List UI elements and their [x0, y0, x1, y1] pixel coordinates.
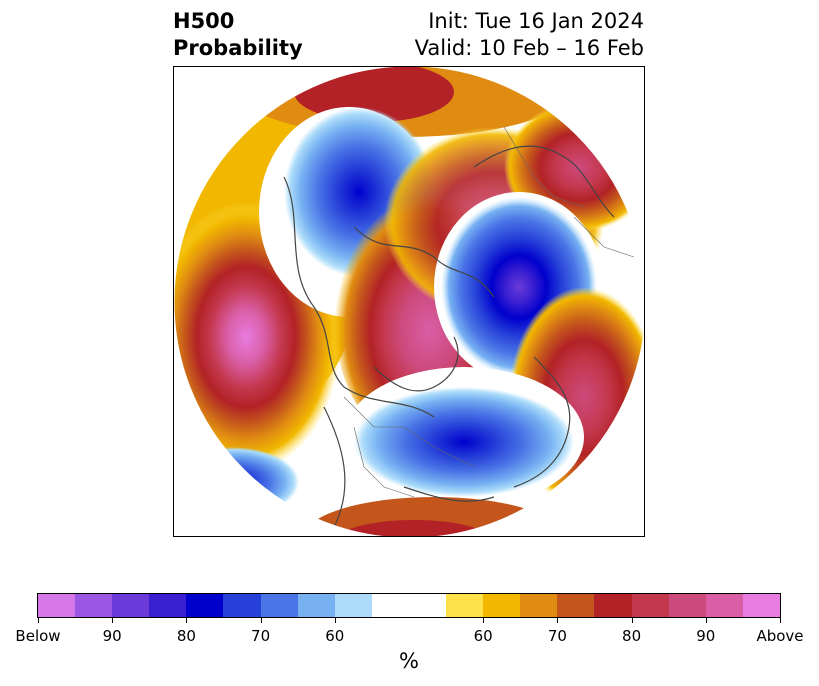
title-right: Init: Tue 16 Jan 2024 Valid: 10 Feb – 16…	[415, 8, 644, 62]
colorbar-tick-label: Above	[756, 627, 804, 645]
colorbar-segment-above	[446, 594, 484, 617]
colorbar-segment-above	[631, 594, 669, 617]
colorbar-segment-below	[75, 594, 113, 617]
colorbar-segment-above	[483, 594, 521, 617]
borders	[343, 126, 635, 498]
probability-map	[174, 67, 644, 536]
map-disk	[174, 67, 644, 536]
colorbar-tick	[483, 618, 485, 623]
colorbar-tick-label: 60	[325, 627, 345, 645]
colorbar-segment-below	[186, 594, 224, 617]
title-product: Probability	[173, 36, 303, 60]
negative-anomaly-eastern-north-america	[354, 387, 574, 497]
colorbar-tick-label: 60	[473, 627, 493, 645]
colorbar-tick	[38, 618, 39, 623]
colorbar-tick	[780, 618, 781, 623]
colorbar-tick	[186, 618, 188, 623]
map-panel	[173, 66, 645, 537]
colorbar-tick-label: 90	[102, 627, 122, 645]
colorbar-tick	[260, 618, 262, 623]
colorbar-segment-neutral	[371, 594, 447, 617]
colorbar	[37, 593, 781, 618]
colorbar-segment-below	[223, 594, 261, 617]
title-left: H500 Probability	[173, 8, 303, 62]
colorbar-tick-label: Below	[15, 627, 61, 645]
colorbar-segment-above	[520, 594, 558, 617]
colorbar-segment-above	[705, 594, 743, 617]
colorbar-segment-below	[112, 594, 150, 617]
init-date: Init: Tue 16 Jan 2024	[428, 9, 644, 33]
colorbar-segment-below	[334, 594, 372, 617]
colorbar-unit: %	[399, 649, 419, 673]
colorbar-tick	[112, 618, 114, 623]
colorbar-segment-below	[297, 594, 335, 617]
colorbar-segment-above	[557, 594, 595, 617]
colorbar-tick	[557, 618, 559, 623]
colorbar-segment-below	[38, 594, 76, 617]
colorbar-tick-label: 80	[176, 627, 196, 645]
title-variable: H500	[173, 9, 235, 33]
colorbar-tick	[631, 618, 633, 623]
valid-range: Valid: 10 Feb – 16 Feb	[414, 36, 644, 60]
colorbar-segment-above	[742, 594, 780, 617]
colorbar-segment-below	[149, 594, 187, 617]
colorbar-segment-above	[594, 594, 632, 617]
colorbar-tick	[705, 618, 707, 623]
colorbar-tick	[334, 618, 336, 623]
colorbar-segment-below	[260, 594, 298, 617]
colorbar-tick-label: 70	[547, 627, 567, 645]
coastlines	[283, 145, 615, 528]
colorbar-segment-above	[668, 594, 706, 617]
colorbar-tick-label: 90	[696, 627, 716, 645]
colorbar-tick-label: 80	[622, 627, 642, 645]
colorbar-tick-label: 70	[251, 627, 271, 645]
